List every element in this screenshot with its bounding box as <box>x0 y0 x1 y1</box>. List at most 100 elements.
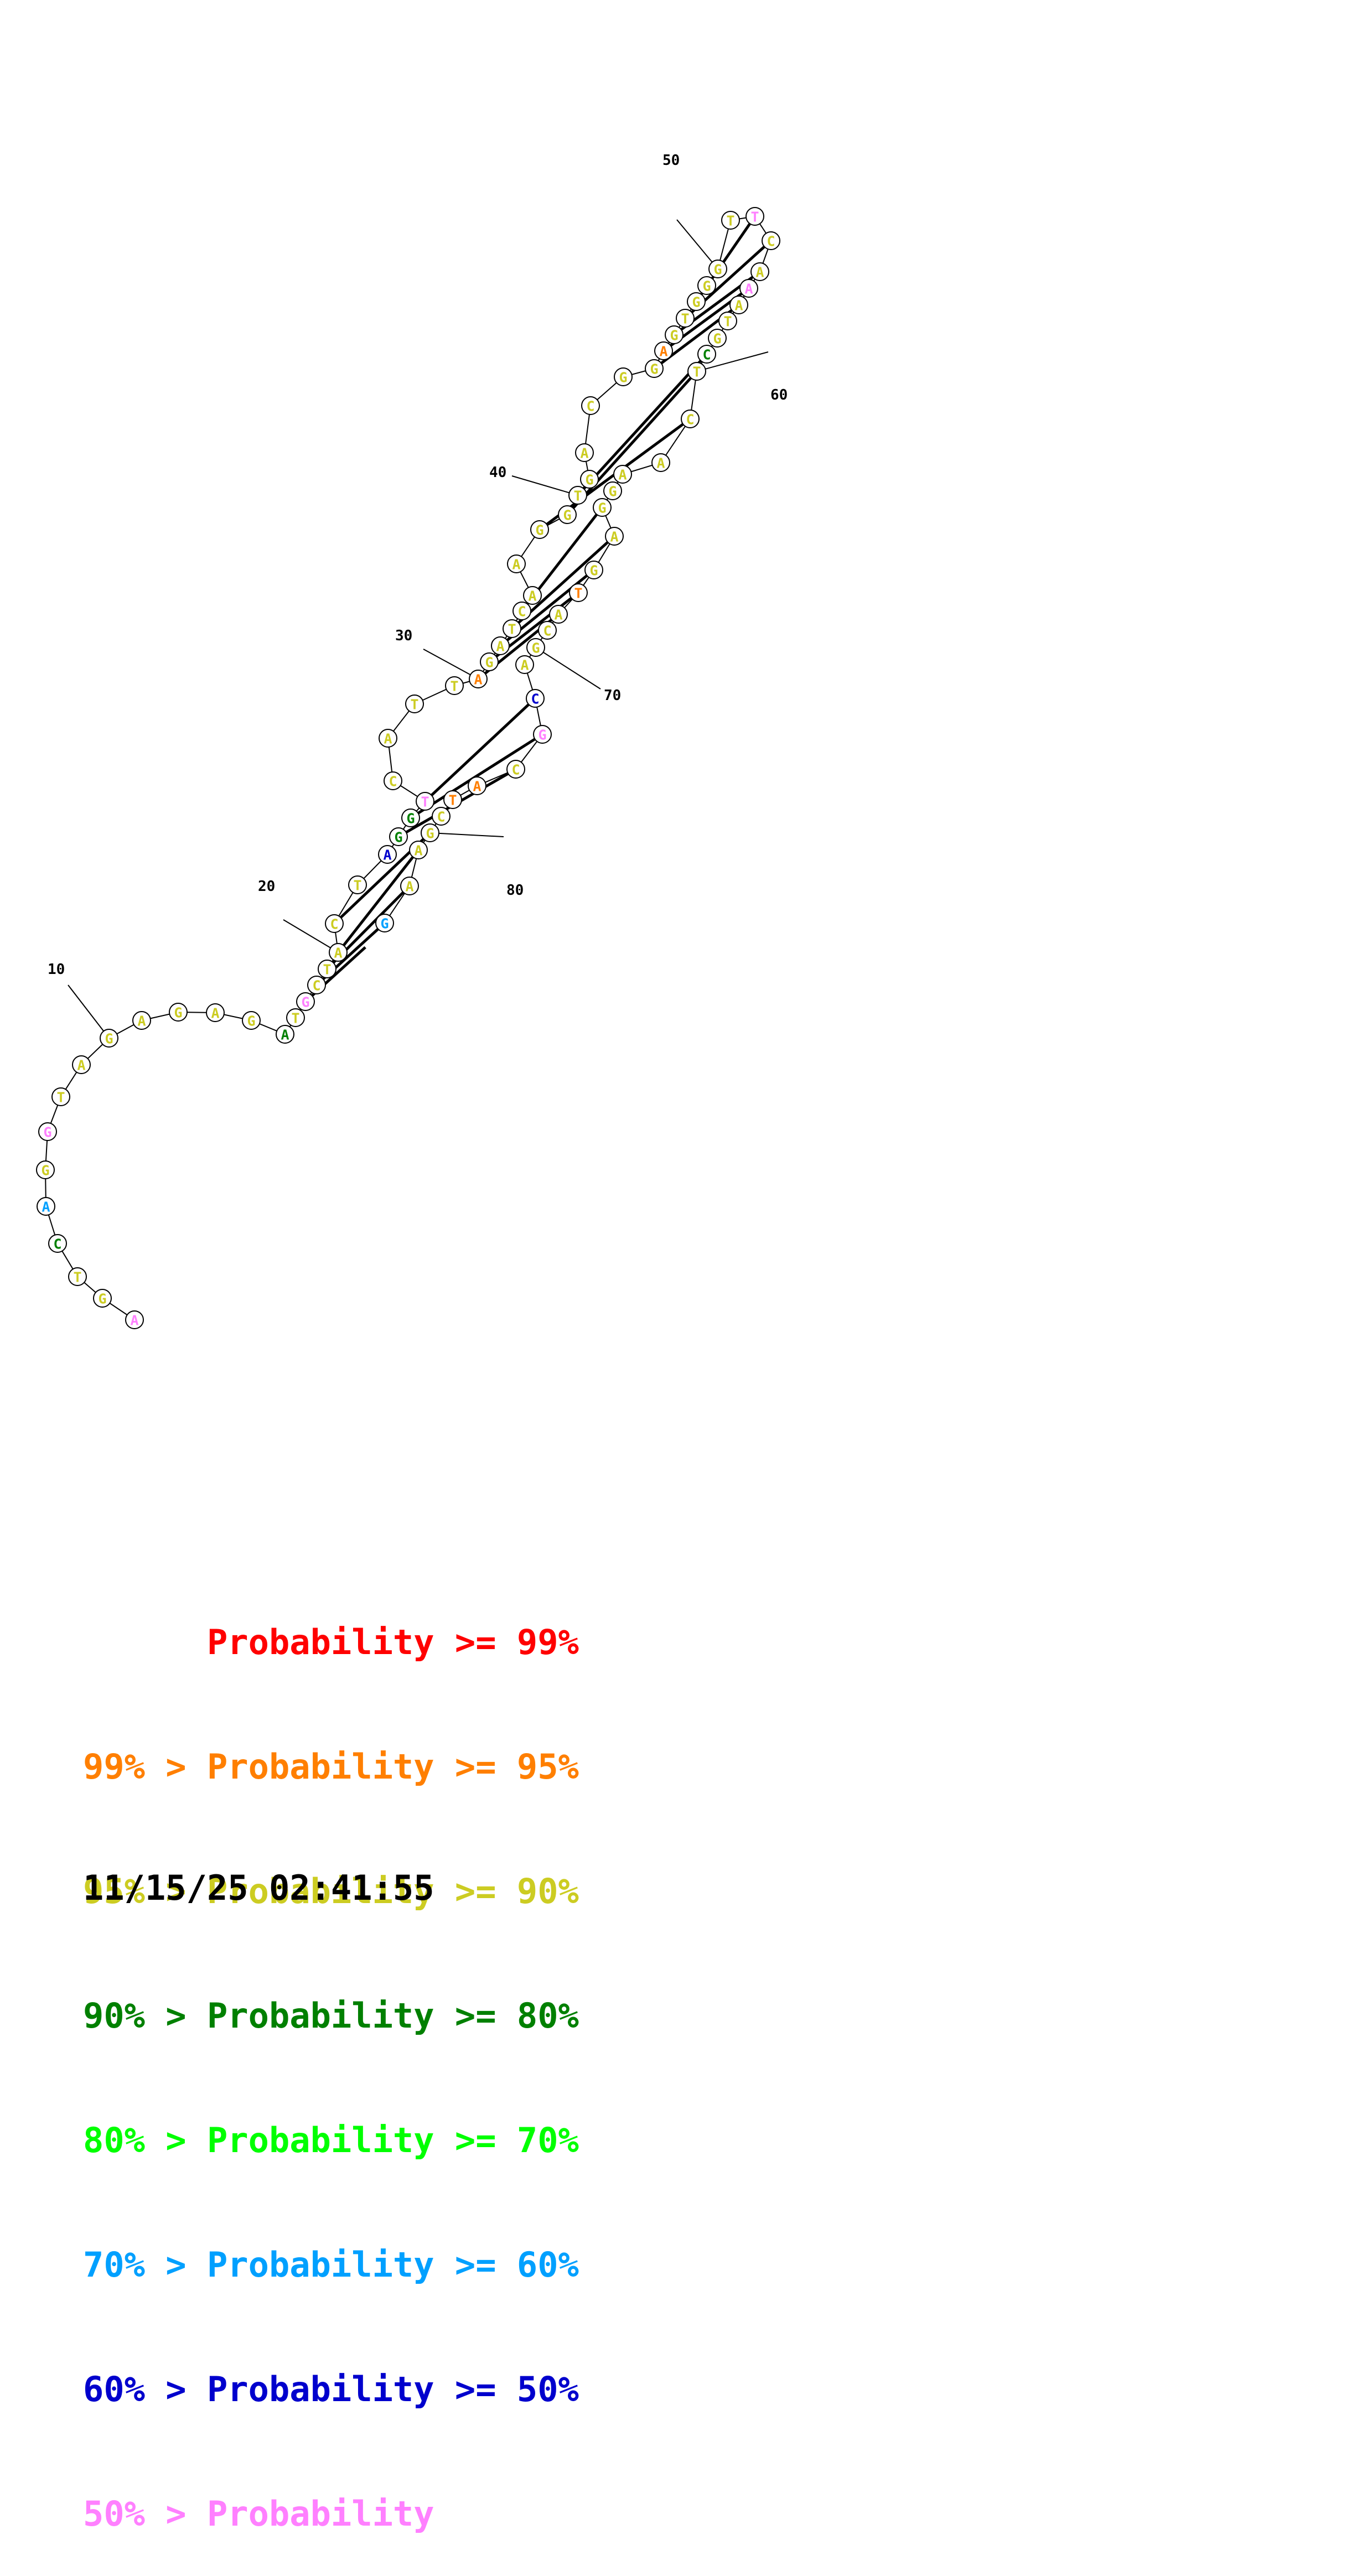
nucleotide-letter: T <box>448 792 457 808</box>
nucleotide-letter: G <box>692 294 700 310</box>
nucleotide-letter: A <box>618 467 627 483</box>
nucleotide-60: C <box>697 345 716 364</box>
legend-row: 95% > Probability >= 90% <box>83 1870 579 1912</box>
nucleotide-8: T <box>51 1087 70 1106</box>
base-pair-bond <box>582 360 702 490</box>
nucleotide-circle <box>575 443 594 462</box>
nucleotide-letter: G <box>670 328 678 344</box>
nucleotide-32: G <box>480 652 499 671</box>
nucleotide-circle <box>375 914 394 932</box>
nucleotide-letter: G <box>380 916 389 932</box>
nucleotide-letter: T <box>73 1269 81 1286</box>
nucleotide-circle <box>169 1003 188 1022</box>
nucleotide-75: G <box>533 725 552 744</box>
nucleotide-circle <box>533 725 552 744</box>
nucleotide-letter: C <box>543 623 551 639</box>
nucleotide-circle <box>307 976 326 994</box>
nucleotide-letter: A <box>405 879 413 895</box>
position-tick-30 <box>423 649 479 680</box>
nucleotide-letter: C <box>312 978 320 994</box>
nucleotide-3: T <box>68 1267 87 1286</box>
nucleotide-4: C <box>48 1234 67 1253</box>
nucleotide-23: A <box>378 845 397 864</box>
nucleotide-letter: A <box>580 445 588 462</box>
nucleotide-letter: A <box>474 672 482 688</box>
nucleotide-circle <box>506 760 525 779</box>
nucleotide-22: T <box>348 875 367 894</box>
nucleotide-circle <box>687 292 706 311</box>
nucleotide-letter: G <box>43 1124 51 1141</box>
nucleotide-letter: C <box>767 234 775 250</box>
nucleotide-circle <box>286 1008 305 1027</box>
nucleotide-68: G <box>584 561 603 579</box>
nucleotide-circle <box>480 652 499 671</box>
nucleotide-7: G <box>38 1122 57 1141</box>
legend-row: 70% > Probability >= 60% <box>83 2244 579 2285</box>
nucleotide-circle <box>568 486 587 505</box>
nucleotide-circle <box>37 1197 55 1216</box>
nucleotide-80: G <box>421 823 439 842</box>
nucleotide-circle <box>379 729 397 748</box>
nucleotide-82: A <box>400 877 419 895</box>
nucleotide-circle <box>654 341 673 360</box>
nucleotide-circle <box>651 453 670 472</box>
nucleotide-74: C <box>526 689 545 708</box>
nucleotide-73: A <box>515 655 534 674</box>
probability-legend: Probability >= 99% 99% > Probability >= … <box>83 1538 579 2576</box>
nucleotide-letter: A <box>334 945 342 961</box>
nucleotide-letter: T <box>692 364 701 380</box>
nucleotide-letter: G <box>247 1013 255 1029</box>
nucleotide-letter: T <box>573 488 582 504</box>
nucleotide-5: A <box>37 1197 55 1216</box>
position-tick-80 <box>429 832 504 837</box>
nucleotide-circle <box>645 359 664 378</box>
nucleotide-2: G <box>93 1289 112 1308</box>
position-label-60: 60 <box>770 387 788 403</box>
position-label-80: 80 <box>506 882 524 899</box>
nucleotide-circle <box>687 362 706 381</box>
nucleotide-63: A <box>651 453 670 472</box>
nucleotide-17: G <box>296 992 315 1011</box>
nucleotide-18: C <box>307 976 326 994</box>
nucleotide-letter: T <box>410 697 418 713</box>
nucleotide-letter: C <box>389 774 397 790</box>
legend-prefix <box>83 1622 207 1662</box>
nucleotide-letter: A <box>512 557 520 573</box>
backbone-layer <box>44 215 772 1320</box>
nucleotide-57: A <box>729 296 748 314</box>
legend-prefix: 60% > <box>83 2369 207 2409</box>
nucleotide-circle <box>206 1003 225 1022</box>
backbone-line <box>44 215 772 1320</box>
legend-prefix: 50% > <box>83 2494 207 2534</box>
nucleotide-79: C <box>432 807 451 826</box>
nucleotide-letter: T <box>421 794 429 810</box>
legend-text: Probability >= 99% <box>206 1622 579 1662</box>
nucleotide-circle <box>558 505 577 524</box>
nucleotide-21: C <box>325 914 344 933</box>
nucleotide-56: A <box>739 279 758 298</box>
nucleotide-letter: A <box>734 298 743 314</box>
nucleotide-69: T <box>569 583 588 602</box>
nucleotide-circle <box>721 211 740 230</box>
legend-text: Probability >= 60% <box>206 2245 579 2285</box>
base-pair-layer <box>311 222 765 997</box>
nucleotide-letter: T <box>291 1010 299 1027</box>
nucleotide-67: A <box>605 527 624 546</box>
nucleotide-circle <box>400 877 419 895</box>
nucleotide-circle <box>507 554 526 573</box>
nucleotide-76: C <box>506 760 525 779</box>
nucleotide-circle <box>697 345 716 364</box>
nucleotide-circle <box>491 636 510 655</box>
nucleotide-circle <box>242 1011 261 1030</box>
nucleotide-circle <box>72 1055 91 1074</box>
nucleotide-letter: A <box>528 588 536 604</box>
position-label-70: 70 <box>604 687 621 704</box>
nucleotide-letter: T <box>450 678 458 694</box>
nucleotide-29: T <box>405 694 424 713</box>
nucleotide-circle <box>468 776 486 795</box>
nucleotide-81: A <box>409 841 428 859</box>
nucleotide-16: T <box>286 1008 305 1027</box>
nucleotide-54: C <box>762 231 780 250</box>
legend-prefix: 95% > <box>83 1871 207 1911</box>
nucleotide-letter: G <box>650 361 658 377</box>
